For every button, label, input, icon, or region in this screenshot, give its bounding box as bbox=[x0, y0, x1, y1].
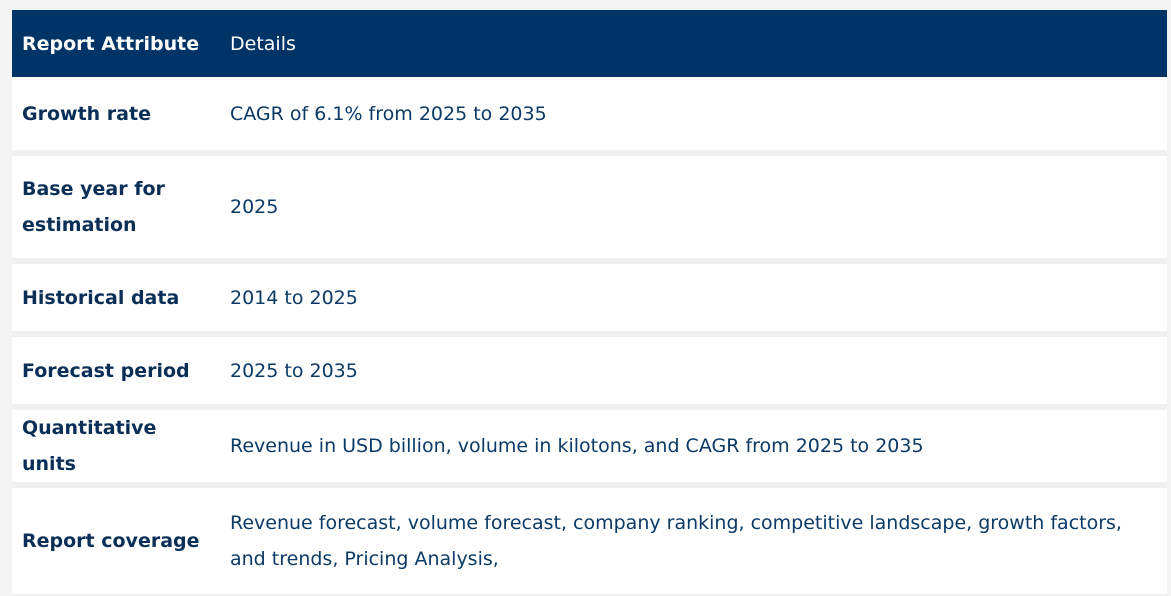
table-row: Historical data 2014 to 2025 bbox=[12, 264, 1167, 337]
table-row: Report coverage Revenue forecast, volume… bbox=[12, 488, 1167, 596]
report-attributes-table-container: Report Attribute Details Growth rate CAG… bbox=[12, 10, 1167, 596]
row-details-growth-rate: CAGR of 6.1% from 2025 to 2035 bbox=[220, 77, 1167, 156]
report-attributes-table: Report Attribute Details Growth rate CAG… bbox=[12, 10, 1167, 596]
table-row: Forecast period 2025 to 2035 bbox=[12, 337, 1167, 410]
table-header: Report Attribute Details bbox=[12, 10, 1167, 77]
table-body: Growth rate CAGR of 6.1% from 2025 to 20… bbox=[12, 77, 1167, 596]
row-details-report-coverage: Revenue forecast, volume forecast, compa… bbox=[220, 488, 1167, 596]
row-attribute-growth-rate: Growth rate bbox=[12, 77, 220, 156]
row-attribute-forecast-period: Forecast period bbox=[12, 337, 220, 410]
row-details-quantitative-units: Revenue in USD billion, volume in kiloto… bbox=[220, 410, 1167, 488]
row-attribute-base-year: Base year for estimation bbox=[12, 156, 220, 264]
row-attribute-report-coverage: Report coverage bbox=[12, 488, 220, 596]
row-details-forecast-period: 2025 to 2035 bbox=[220, 337, 1167, 410]
header-report-attribute: Report Attribute bbox=[12, 10, 220, 77]
header-row: Report Attribute Details bbox=[12, 10, 1167, 77]
header-details: Details bbox=[220, 10, 1167, 77]
row-attribute-quantitative-units: Quantitative units bbox=[12, 410, 220, 488]
row-details-historical-data: 2014 to 2025 bbox=[220, 264, 1167, 337]
table-row: Base year for estimation 2025 bbox=[12, 156, 1167, 264]
table-row: Quantitative units Revenue in USD billio… bbox=[12, 410, 1167, 488]
row-details-base-year: 2025 bbox=[220, 156, 1167, 264]
row-attribute-historical-data: Historical data bbox=[12, 264, 220, 337]
table-row: Growth rate CAGR of 6.1% from 2025 to 20… bbox=[12, 77, 1167, 156]
